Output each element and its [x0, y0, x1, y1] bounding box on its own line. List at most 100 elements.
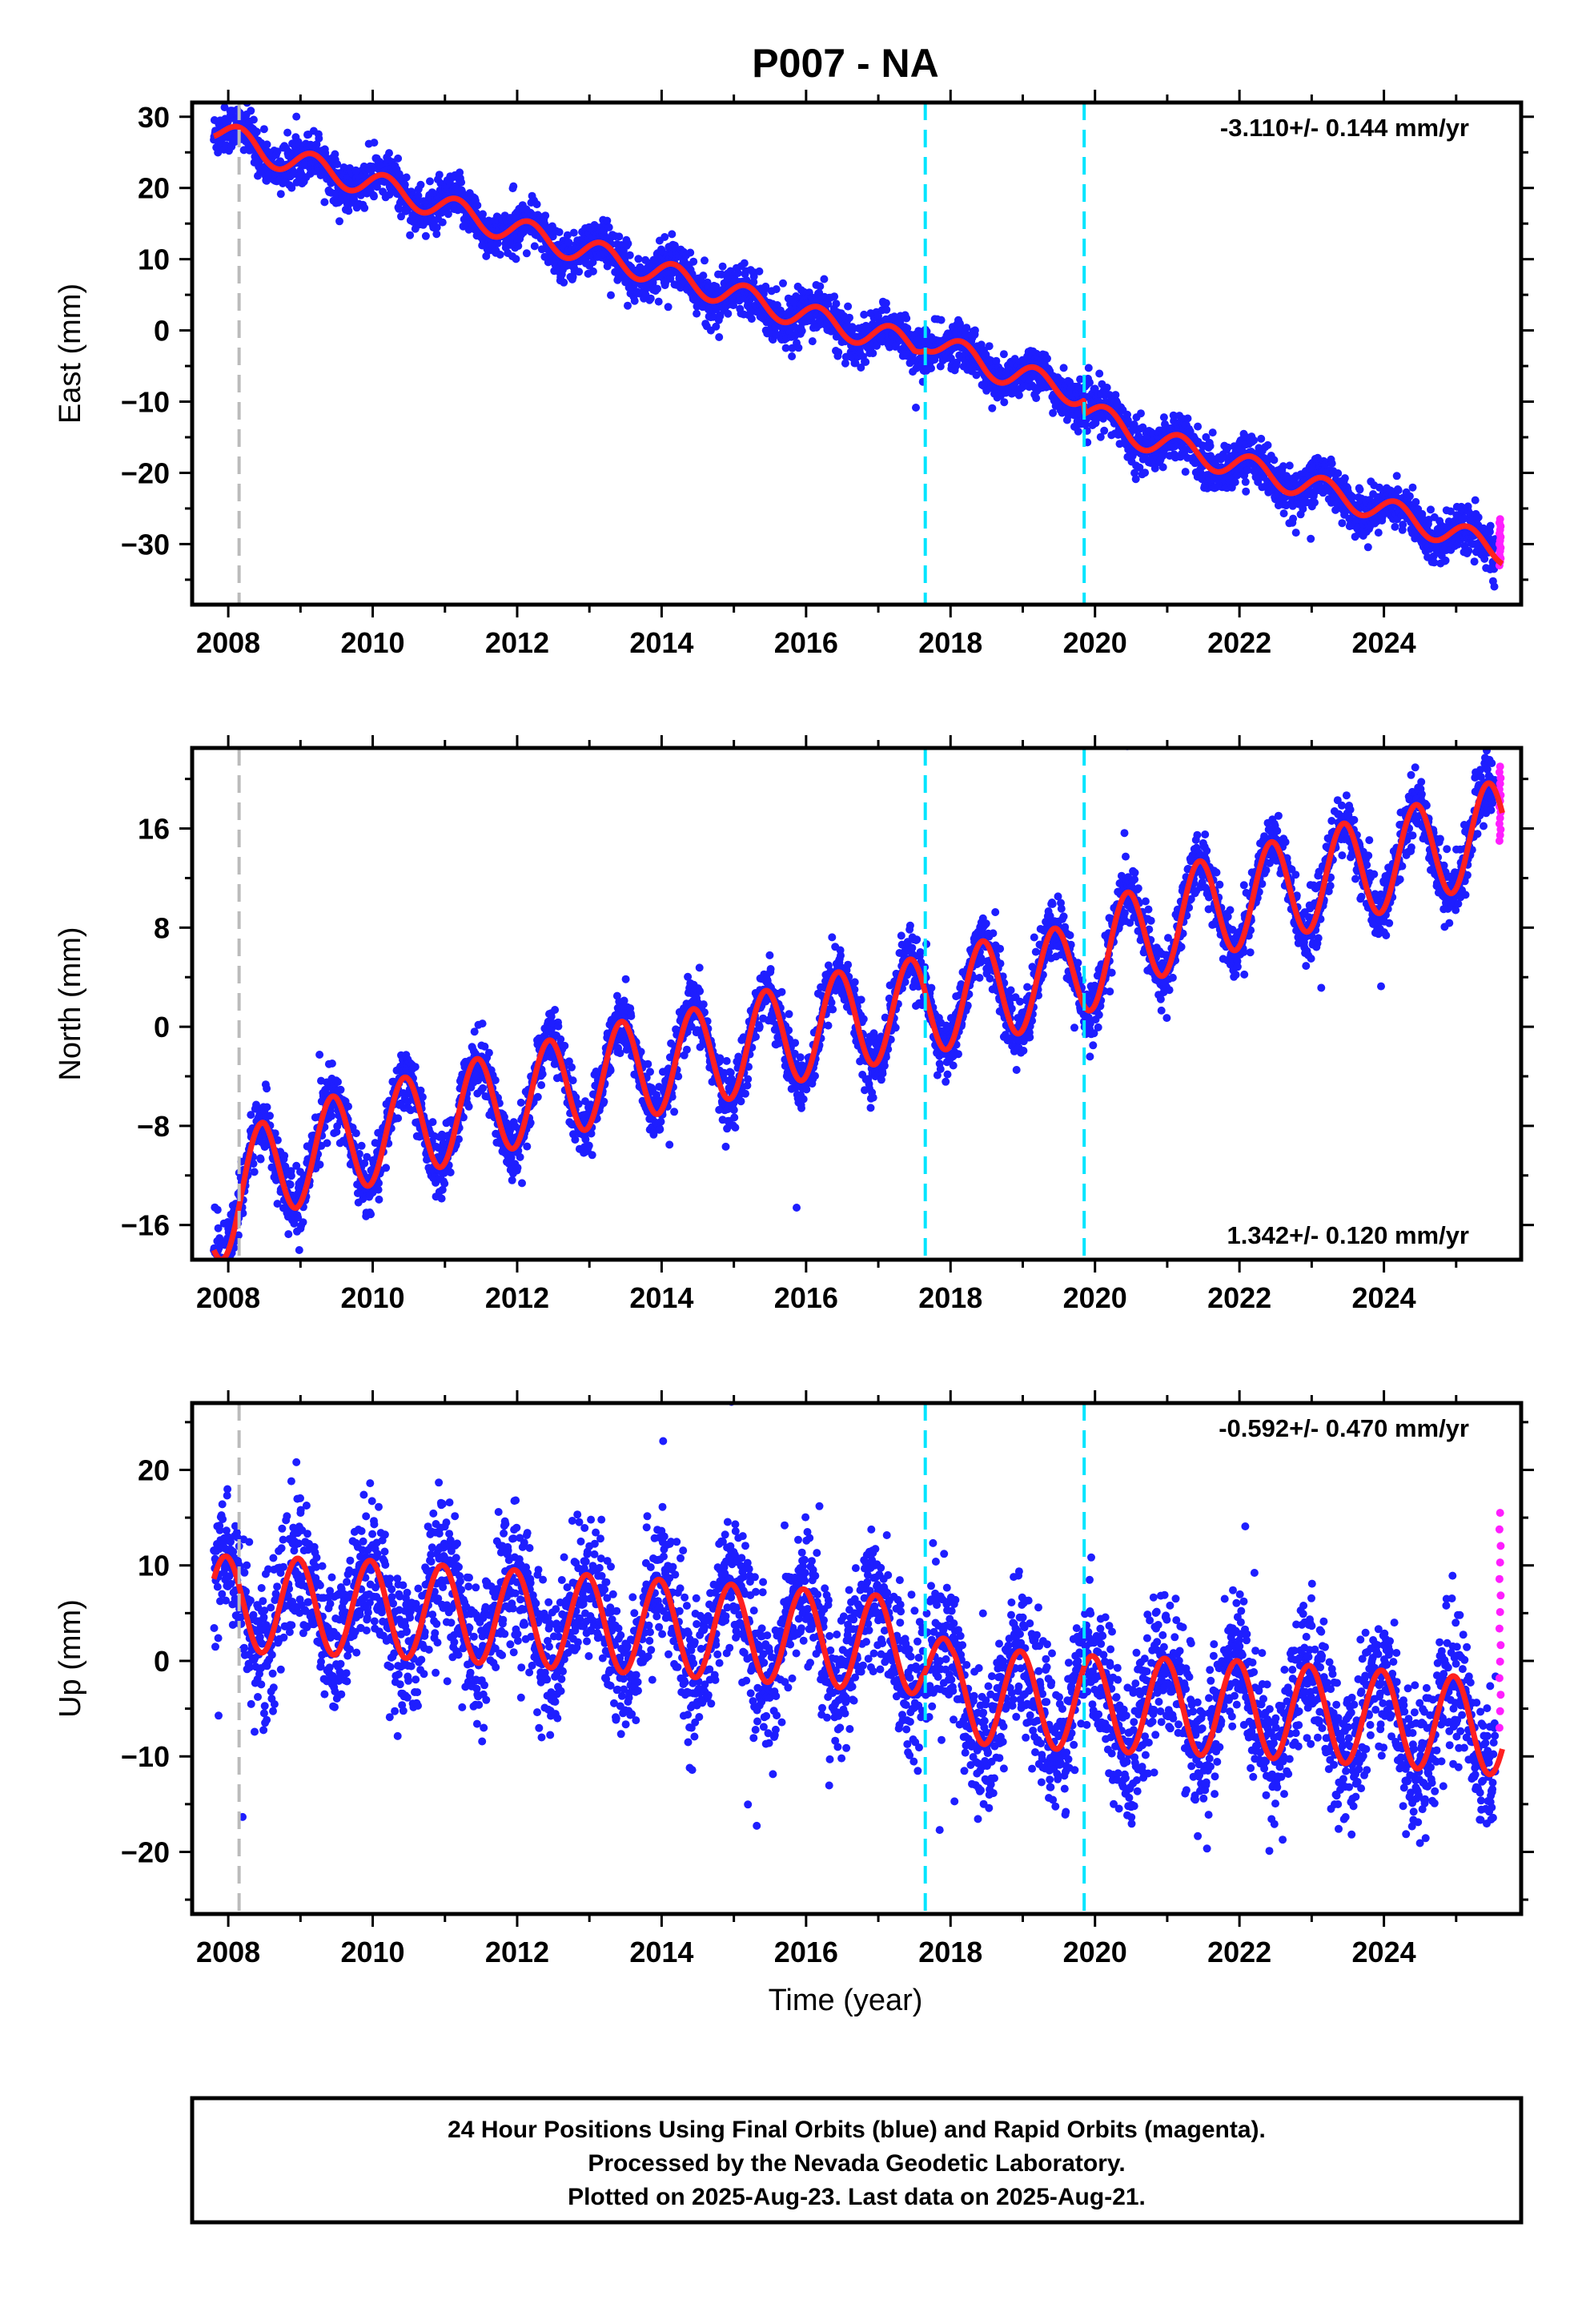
data-point — [653, 284, 662, 293]
x-tick-label: 2020 — [1063, 626, 1127, 659]
data-point — [218, 1261, 226, 1269]
data-point — [418, 1092, 427, 1101]
data-point — [820, 275, 829, 283]
data-point — [1208, 428, 1217, 437]
data-point — [333, 160, 342, 168]
x-tick-label: 2010 — [340, 626, 404, 659]
y-axis-label-east: East (mm) — [54, 283, 87, 424]
data-point — [323, 1139, 331, 1148]
data-point — [624, 239, 632, 248]
data-point — [832, 300, 841, 308]
data-point — [1392, 472, 1401, 480]
data-point — [664, 303, 673, 312]
data-point — [1474, 513, 1483, 521]
data-point — [286, 1180, 295, 1189]
data-point — [334, 1078, 342, 1086]
data-point — [367, 1210, 375, 1219]
data-point — [797, 327, 806, 336]
data-point — [263, 1084, 271, 1093]
data-point — [1408, 483, 1417, 492]
data-point — [1257, 434, 1266, 443]
data-point — [1355, 485, 1364, 494]
data-point — [457, 178, 466, 187]
data-point — [496, 251, 504, 259]
data-point — [1334, 469, 1343, 477]
data-point — [402, 173, 411, 182]
data-point — [287, 183, 296, 192]
data-point — [541, 211, 550, 220]
data-point — [1427, 505, 1435, 514]
data-point — [588, 267, 597, 275]
x-tick-label: 2024 — [1352, 626, 1416, 659]
data-point — [555, 227, 564, 236]
data-point — [416, 180, 425, 189]
data-point — [686, 248, 695, 257]
data-point — [512, 255, 520, 263]
y-tick-label: 10 — [138, 243, 170, 276]
panel-east: 2008 2010 2012 2014 2016 2018 2020 2022 2024−30−… — [54, 90, 1534, 659]
data-point — [1391, 522, 1399, 531]
data-point — [435, 171, 444, 179]
data-point — [882, 305, 891, 314]
data-point — [263, 1103, 271, 1112]
data-point — [299, 1218, 307, 1227]
data-point — [335, 217, 343, 226]
y-tick-label: −30 — [121, 528, 170, 561]
data-point — [1100, 426, 1109, 435]
data-point — [438, 218, 447, 227]
data-point — [223, 1262, 231, 1270]
y-tick-label: −20 — [121, 456, 170, 489]
data-point — [1464, 546, 1473, 555]
data-point — [220, 103, 229, 111]
data-point — [239, 146, 248, 155]
data-point — [1471, 496, 1480, 505]
data-point — [1102, 384, 1111, 392]
data-point — [1241, 477, 1250, 486]
data-point — [1181, 468, 1190, 476]
data-point — [473, 201, 482, 210]
data-point — [564, 238, 573, 247]
data-point — [1340, 474, 1349, 483]
data-point — [327, 1059, 336, 1068]
data-point — [315, 1160, 324, 1169]
data-point — [615, 232, 624, 241]
data-point — [337, 196, 346, 205]
data-point — [509, 182, 518, 191]
plot-area-east — [210, 103, 1505, 605]
data-point — [284, 1230, 293, 1239]
data-point — [1405, 492, 1414, 501]
data-point — [287, 1172, 295, 1180]
rapid-data-point — [1496, 515, 1504, 524]
data-point — [1291, 529, 1300, 537]
data-point — [1285, 461, 1294, 470]
data-point — [1374, 529, 1383, 537]
data-point — [1086, 378, 1094, 387]
data-point — [213, 1205, 222, 1214]
data-point — [1270, 456, 1279, 464]
data-point — [1183, 414, 1192, 423]
data-point — [607, 291, 615, 300]
data-point — [1014, 391, 1023, 400]
data-point — [213, 1262, 221, 1270]
data-point — [1327, 459, 1336, 468]
data-point — [370, 192, 378, 201]
data-point — [1470, 557, 1479, 566]
data-point — [357, 1141, 366, 1150]
data-point — [446, 1168, 455, 1176]
data-point — [336, 1085, 345, 1094]
data-point — [276, 190, 285, 199]
data-point — [219, 1271, 227, 1279]
data-point — [1158, 463, 1167, 472]
data-point — [426, 177, 434, 186]
data-point — [522, 249, 531, 258]
data-point — [385, 149, 393, 158]
data-point — [1242, 487, 1251, 496]
data-point — [844, 302, 853, 311]
data-point — [724, 309, 733, 318]
data-point — [788, 352, 797, 360]
data-point — [1363, 543, 1372, 552]
data-point — [1043, 354, 1051, 363]
y-tick-label: 0 — [154, 315, 170, 348]
data-point — [794, 344, 803, 352]
data-point — [560, 278, 568, 287]
